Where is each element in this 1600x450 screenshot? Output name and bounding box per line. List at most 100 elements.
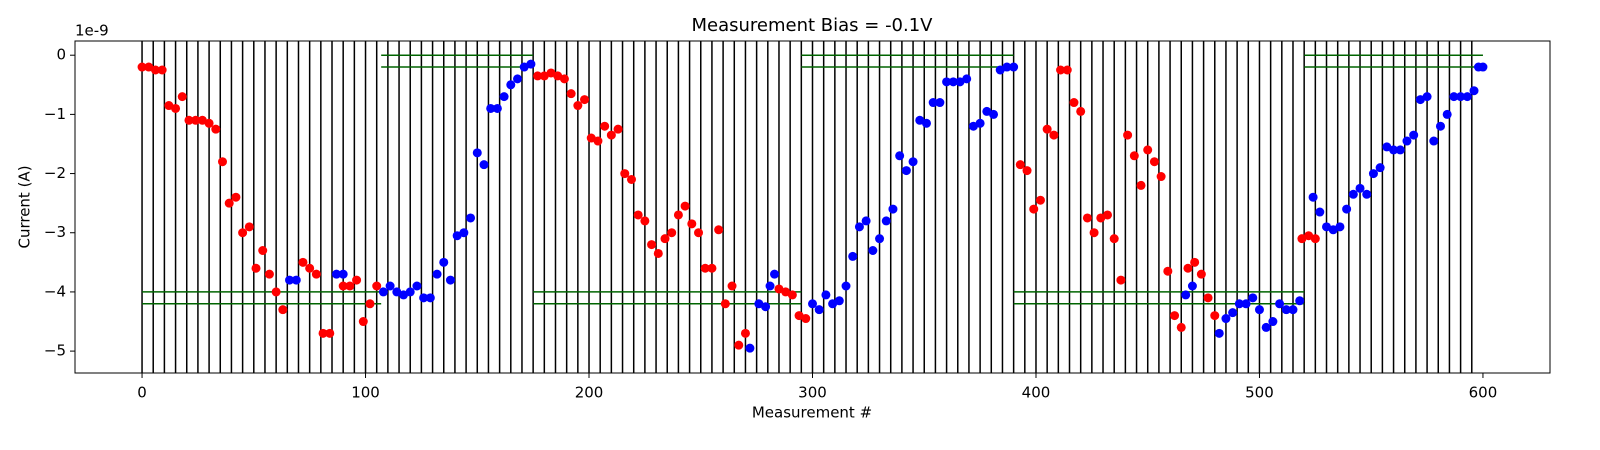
- point: [472, 148, 482, 158]
- point: [1082, 213, 1092, 223]
- point: [150, 65, 160, 75]
- point: [385, 281, 395, 291]
- point: [345, 281, 355, 291]
- point: [1187, 281, 1197, 291]
- point: [559, 74, 569, 84]
- point: [533, 71, 543, 81]
- y-axis-label: Current (A): [16, 165, 34, 248]
- point: [1268, 317, 1278, 327]
- point: [392, 287, 402, 297]
- point: [378, 287, 388, 297]
- x-tick-label: 0: [137, 384, 147, 402]
- point: [1322, 222, 1332, 232]
- point: [1181, 290, 1191, 300]
- point: [841, 281, 851, 291]
- point: [486, 103, 496, 113]
- point: [1170, 311, 1180, 321]
- point: [405, 287, 415, 297]
- point: [305, 263, 315, 273]
- point: [513, 74, 522, 84]
- point: [1382, 142, 1392, 152]
- point: [506, 80, 516, 90]
- point: [197, 115, 207, 125]
- point: [955, 77, 965, 87]
- point: [445, 275, 455, 285]
- point: [432, 269, 442, 279]
- point: [1221, 314, 1231, 324]
- point: [439, 257, 449, 267]
- point: [1136, 180, 1146, 190]
- point: [982, 106, 992, 116]
- point: [1163, 266, 1173, 276]
- point: [1228, 308, 1238, 318]
- point: [325, 328, 335, 338]
- point: [1196, 269, 1206, 279]
- point: [821, 290, 831, 300]
- point: [828, 299, 838, 309]
- point: [660, 234, 670, 244]
- point: [553, 71, 563, 81]
- point: [1210, 311, 1220, 321]
- point: [613, 124, 623, 134]
- point: [770, 269, 780, 279]
- point: [184, 115, 194, 125]
- point: [928, 98, 938, 108]
- point: [459, 228, 469, 238]
- y-tick-label: 0: [56, 46, 66, 64]
- point: [238, 228, 248, 238]
- point: [331, 269, 341, 279]
- y-tick-label: −4: [44, 282, 66, 300]
- point: [1261, 322, 1271, 332]
- chart-title: Measurement Bias = -0.1V: [691, 15, 933, 36]
- point: [787, 290, 797, 300]
- point: [258, 245, 268, 255]
- point: [1049, 130, 1059, 140]
- point: [1355, 183, 1365, 193]
- point: [1234, 299, 1244, 309]
- point: [935, 98, 945, 108]
- point: [653, 248, 663, 258]
- x-tick-label: 500: [1245, 384, 1274, 402]
- point: [888, 204, 898, 214]
- point: [1304, 231, 1314, 241]
- point: [1069, 98, 1079, 108]
- point: [854, 222, 864, 232]
- point: [365, 299, 375, 309]
- point: [224, 198, 234, 208]
- point: [1288, 305, 1298, 315]
- point: [372, 281, 382, 291]
- point: [908, 157, 918, 167]
- point: [264, 269, 274, 279]
- point: [901, 166, 911, 176]
- point: [573, 101, 583, 111]
- point: [1295, 296, 1305, 306]
- point: [177, 92, 187, 102]
- point: [781, 287, 791, 297]
- point: [1022, 166, 1032, 176]
- point: [989, 109, 999, 119]
- point: [1449, 92, 1459, 102]
- point: [546, 68, 556, 78]
- point: [157, 65, 167, 75]
- point: [1176, 322, 1186, 332]
- point: [1123, 130, 1133, 140]
- x-tick-label: 600: [1469, 384, 1498, 402]
- point: [727, 281, 737, 291]
- point: [1214, 328, 1224, 338]
- point: [1442, 109, 1452, 119]
- point: [1241, 299, 1251, 309]
- point: [975, 118, 985, 128]
- x-tick-label: 200: [575, 384, 604, 402]
- x-tick-label: 400: [1022, 384, 1051, 402]
- point: [352, 275, 362, 285]
- point: [593, 136, 603, 146]
- point: [1462, 92, 1472, 102]
- point: [1281, 305, 1291, 315]
- point: [164, 101, 174, 111]
- point: [1116, 275, 1126, 285]
- point: [868, 245, 878, 255]
- point: [1375, 163, 1385, 173]
- point: [740, 328, 750, 338]
- point: [1308, 192, 1318, 202]
